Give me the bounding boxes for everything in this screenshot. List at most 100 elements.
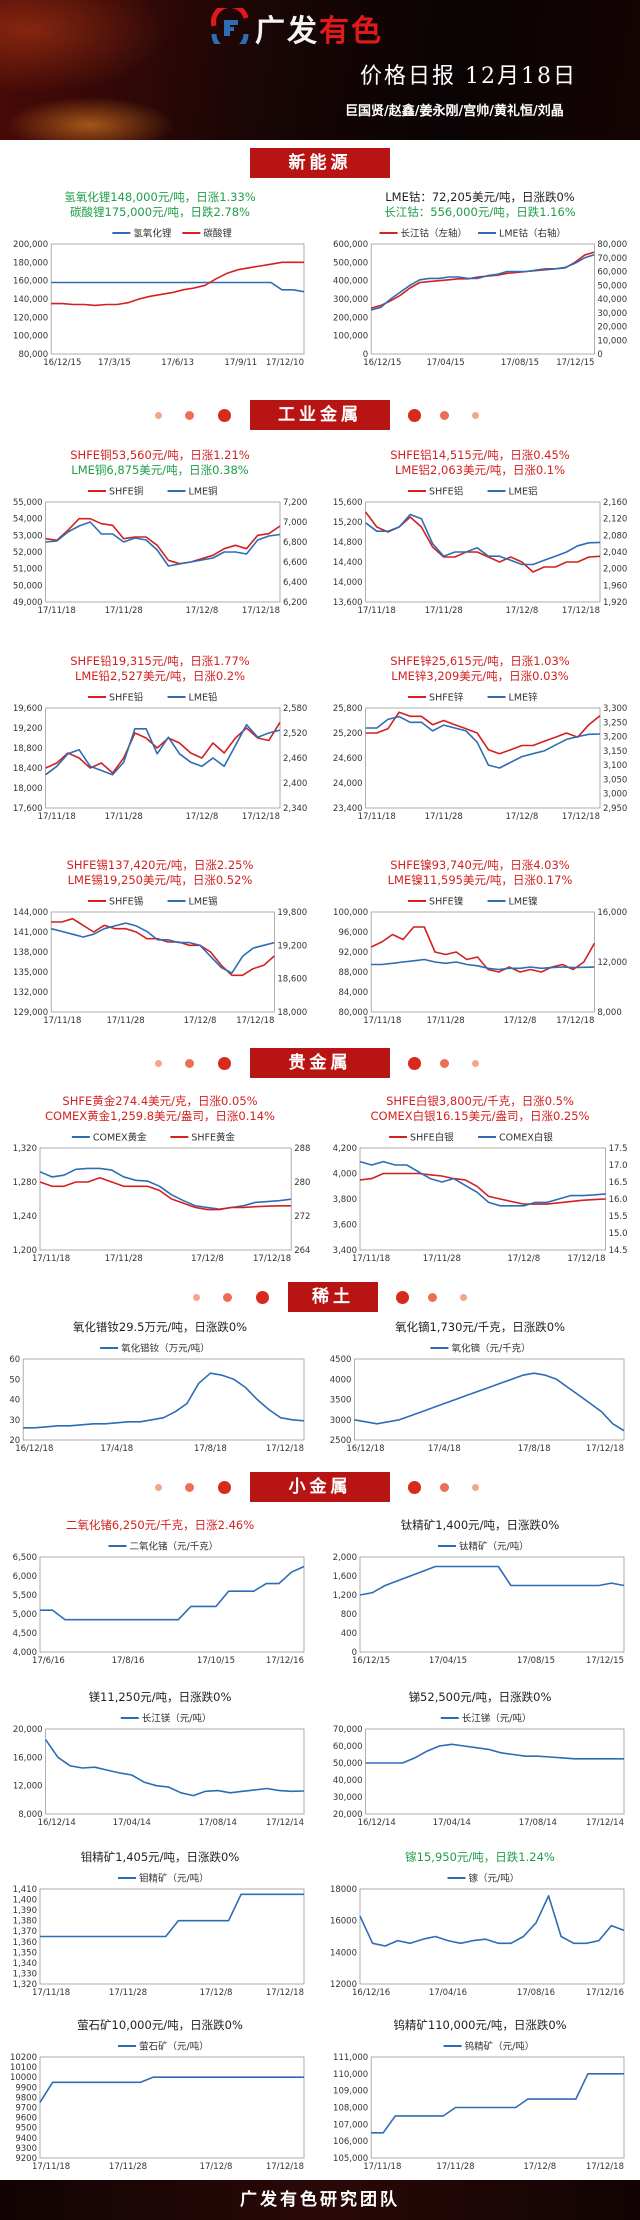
- plot-frame: [359, 1888, 625, 1985]
- series-line-0: [40, 1893, 304, 1938]
- y-tick-label: 15,200: [333, 518, 363, 528]
- x-tick-label: 17/11/28: [105, 1254, 143, 1264]
- y-tick-label: 23,400: [333, 804, 363, 814]
- y-tick-label: 1,240: [13, 1212, 37, 1222]
- x-tick-label: 16/12/14: [38, 1818, 76, 1828]
- y-tick-label: 24,000: [333, 779, 363, 789]
- x-tick-label: 17/11/18: [32, 1988, 70, 1998]
- y-tick-label: 400: [341, 1629, 357, 1639]
- y-tick-label: 4,000: [13, 1648, 37, 1658]
- x-tick-label: 17/11/28: [105, 812, 143, 822]
- series-line-0: [51, 281, 305, 293]
- x-tick-label: 17/11/18: [358, 812, 396, 822]
- y-tick-label: 108,000: [333, 2104, 368, 2114]
- chart-molybdenum: 钼精矿1,405元/吨，日涨跌0% 1,320 1,330 1,340 1,350 1,3…: [2, 1850, 318, 2000]
- legend-label: SHFE铜: [109, 486, 143, 498]
- y-tick-label: 1,320: [13, 1980, 37, 1990]
- series-line-0: [354, 1372, 625, 1432]
- plot-frame: [39, 1556, 305, 1653]
- y2-tick-label: 2,460: [283, 754, 307, 764]
- y-tick-label: 5,000: [13, 1610, 37, 1620]
- y-tick-label: 111,000: [333, 2053, 368, 2063]
- chart-plot: 129,000 132,000 135,000 138,000 141,000 144,0…: [13, 896, 307, 1027]
- series-line-0: [370, 251, 595, 309]
- chart-caption: LME铝2,063美元/吨，日涨0.1%: [394, 463, 566, 477]
- legend-label: 镓（元/吨）: [469, 1873, 520, 1885]
- y2-tick-label: 7,200: [283, 498, 307, 508]
- y-tick-label: 500,000: [333, 258, 368, 268]
- chart-plot: 1,200 1,240 1,280 1,320 264 272 280 288 17/11/18…: [13, 1132, 311, 1265]
- series-line-1: [365, 513, 601, 566]
- x-tick-label: 16/12/16: [352, 1988, 390, 1998]
- y-tick-label: 12000: [330, 1980, 357, 1990]
- y-tick-label: 16,000: [13, 1753, 43, 1763]
- report-date: 价格日报 12月18日: [360, 64, 577, 89]
- y2-tick-label: 264: [294, 1246, 310, 1256]
- series-line-0: [359, 1565, 625, 1596]
- legend-label: 钼精矿（元/吨）: [139, 1873, 209, 1885]
- series-line-0: [359, 1172, 606, 1205]
- section-industrial-metals: 工业金属: [0, 400, 640, 430]
- legend-label: COMEX白银: [499, 1132, 553, 1144]
- y-tick-label: 106,000: [333, 2137, 368, 2147]
- chart-lithium: 氢氧化锂148,000元/吨，日涨1.33% 碳酸锂175,000元/吨，日跌2.…: [2, 190, 318, 370]
- chart-caption: SHFE白银3,800元/千克，日涨0.5%: [386, 1094, 574, 1108]
- x-tick-label: 17/12/15: [586, 1656, 624, 1666]
- legend-label: 钛精矿（元/吨）: [459, 1541, 529, 1553]
- x-tick-label: 17/12/14: [586, 1818, 624, 1828]
- y-tick-label: 1,370: [13, 1927, 37, 1937]
- x-tick-label: 17/11/18: [363, 2162, 401, 2172]
- section-new-energy: 新能源: [0, 148, 640, 178]
- legend-label: LME锡: [189, 896, 218, 908]
- decorative-dot: [185, 410, 194, 420]
- legend-label: 钨精矿（元/吨）: [465, 2041, 535, 2053]
- y-tick-label: 50: [9, 1375, 20, 1385]
- y-tick-label: 9900: [15, 2083, 37, 2093]
- y-tick-label: 1,400: [13, 1896, 37, 1906]
- y-tick-label: 9600: [15, 2114, 37, 2124]
- y2-tick-label: 272: [294, 1212, 310, 1222]
- report-footer: 广发有色研究团队: [0, 2180, 640, 2220]
- x-tick-label: 17/11/28: [425, 606, 463, 616]
- y-tick-label: 4000: [330, 1375, 352, 1385]
- x-tick-label: 17/12/8: [184, 1016, 217, 1026]
- section-title: 新能源: [250, 148, 390, 178]
- legend-label: SHFE白银: [410, 1132, 454, 1144]
- x-tick-label: 17/11/28: [436, 2162, 474, 2172]
- x-tick-label: 17/12/18: [253, 1254, 291, 1264]
- x-tick-label: 17/12/18: [556, 1016, 594, 1026]
- legend-label: 二氧化锗（元/千克）: [130, 1541, 219, 1553]
- y-tick-label: 9300: [15, 2144, 37, 2154]
- y-tick-label: 4,000: [333, 1170, 357, 1180]
- chart-caption: 长江钴：556,000元/吨，日跌1.16%: [384, 205, 576, 219]
- section-title: 贵金属: [250, 1048, 390, 1078]
- y2-tick-label: 2,160: [603, 498, 627, 508]
- y-tick-label: 16000: [330, 1917, 357, 1927]
- y-tick-label: 1,340: [13, 1959, 37, 1969]
- series-line-0: [359, 1894, 625, 1947]
- legend-label: SHFE锡: [109, 896, 143, 908]
- y-tick-label: 1,280: [13, 1178, 37, 1188]
- y-tick-label: 120,000: [13, 313, 48, 323]
- y-tick-label: 52,000: [13, 548, 43, 558]
- x-tick-label: 17/12/8: [185, 606, 218, 616]
- y2-tick-label: 2,520: [283, 729, 307, 739]
- x-tick-label: 17/04/14: [433, 1818, 471, 1828]
- y-tick-label: 160,000: [13, 277, 48, 287]
- y-tick-label: 144,000: [13, 908, 48, 918]
- y-tick-label: 6,000: [13, 1572, 37, 1582]
- y-tick-label: 25,200: [333, 729, 363, 739]
- y2-tick-label: 70,000: [597, 254, 627, 264]
- section-precious-metals: 贵金属: [0, 1048, 640, 1078]
- y-tick-label: 50,000: [333, 1759, 363, 1769]
- decorative-dot: [396, 1290, 409, 1304]
- x-tick-label: 17/11/28: [105, 606, 143, 616]
- chart-praseodymium-neodymium: 氧化镨钕29.5万元/吨，日涨跌0% 20 30 40 50 60 16/12/18 17/4…: [2, 1320, 318, 1456]
- y-tick-label: 10100: [10, 2063, 37, 2073]
- chart-plot: 80,000 100,000 120,000 140,000 160,000 180,00…: [13, 228, 305, 368]
- y-tick-label: 1,360: [13, 1938, 37, 1948]
- section-minor-metals: 小金属: [0, 1472, 640, 1502]
- y2-tick-label: 8,000: [597, 1008, 621, 1018]
- plot-frame: [39, 1147, 292, 1251]
- y-tick-label: 14,800: [333, 538, 363, 548]
